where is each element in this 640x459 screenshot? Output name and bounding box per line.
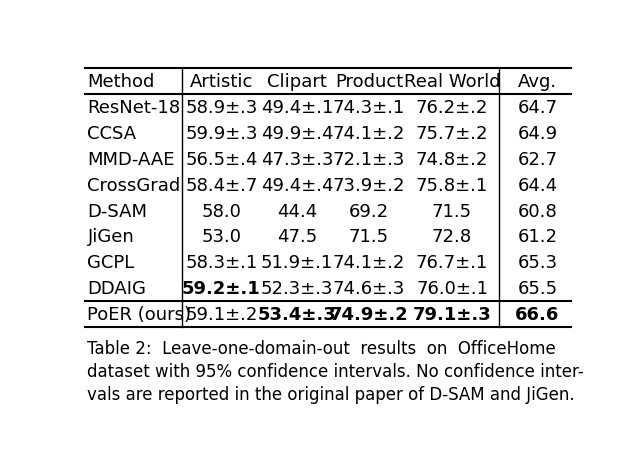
Text: D-SAM: D-SAM xyxy=(88,202,147,220)
Text: 76.0±.1: 76.0±.1 xyxy=(416,280,488,297)
Text: 65.3: 65.3 xyxy=(518,254,557,272)
Text: JiGen: JiGen xyxy=(88,228,134,246)
Text: PoER (ours): PoER (ours) xyxy=(88,305,191,323)
Text: 47.3±.3: 47.3±.3 xyxy=(260,151,333,168)
Text: 79.1±.3: 79.1±.3 xyxy=(413,305,492,323)
Text: 49.4±.1: 49.4±.1 xyxy=(261,99,333,117)
Text: 74.1±.2: 74.1±.2 xyxy=(333,125,405,143)
Text: MMD-AAE: MMD-AAE xyxy=(88,151,175,168)
Text: Real World: Real World xyxy=(404,73,500,91)
Text: Product: Product xyxy=(335,73,403,91)
Text: Avg.: Avg. xyxy=(518,73,557,91)
Text: 76.7±.1: 76.7±.1 xyxy=(416,254,488,272)
Text: 53.4±.3: 53.4±.3 xyxy=(258,305,337,323)
Text: 60.8: 60.8 xyxy=(518,202,557,220)
Text: Artistic: Artistic xyxy=(189,73,253,91)
Text: 59.9±.3: 59.9±.3 xyxy=(185,125,258,143)
Text: 58.9±.3: 58.9±.3 xyxy=(185,99,257,117)
Text: GCPL: GCPL xyxy=(88,254,134,272)
Text: ResNet-18: ResNet-18 xyxy=(88,99,180,117)
Text: 59.1±.2: 59.1±.2 xyxy=(185,305,257,323)
Text: 65.5: 65.5 xyxy=(518,280,557,297)
Text: dataset with 95% confidence intervals. No confidence inter-: dataset with 95% confidence intervals. N… xyxy=(88,363,584,381)
Text: 72.8: 72.8 xyxy=(432,228,472,246)
Text: 49.9±.4: 49.9±.4 xyxy=(260,125,333,143)
Text: 58.4±.7: 58.4±.7 xyxy=(185,176,257,194)
Text: DDAIG: DDAIG xyxy=(88,280,147,297)
Text: 66.6: 66.6 xyxy=(515,305,560,323)
Text: 49.4±.4: 49.4±.4 xyxy=(260,176,333,194)
Text: 56.5±.4: 56.5±.4 xyxy=(185,151,257,168)
Text: 74.1±.2: 74.1±.2 xyxy=(333,254,405,272)
Text: 53.0: 53.0 xyxy=(202,228,241,246)
Text: 75.7±.2: 75.7±.2 xyxy=(416,125,488,143)
Text: 64.4: 64.4 xyxy=(518,176,557,194)
Text: 74.3±.1: 74.3±.1 xyxy=(333,99,405,117)
Text: 62.7: 62.7 xyxy=(518,151,557,168)
Text: CrossGrad: CrossGrad xyxy=(88,176,180,194)
Text: 72.1±.3: 72.1±.3 xyxy=(333,151,405,168)
Text: 44.4: 44.4 xyxy=(277,202,317,220)
Text: 52.3±.3: 52.3±.3 xyxy=(260,280,333,297)
Text: Method: Method xyxy=(88,73,155,91)
Text: CCSA: CCSA xyxy=(88,125,136,143)
Text: 47.5: 47.5 xyxy=(277,228,317,246)
Text: Table 2:  Leave-one-domain-out  results  on  OfficeHome: Table 2: Leave-one-domain-out results on… xyxy=(88,340,556,358)
Text: 58.3±.1: 58.3±.1 xyxy=(185,254,257,272)
Text: 71.5: 71.5 xyxy=(432,202,472,220)
Text: 73.9±.2: 73.9±.2 xyxy=(333,176,405,194)
Text: vals are reported in the original paper of D-SAM and JiGen.: vals are reported in the original paper … xyxy=(88,386,575,403)
Text: 75.8±.1: 75.8±.1 xyxy=(416,176,488,194)
Text: 64.7: 64.7 xyxy=(518,99,557,117)
Text: Clipart: Clipart xyxy=(267,73,327,91)
Text: 74.8±.2: 74.8±.2 xyxy=(416,151,488,168)
Text: 76.2±.2: 76.2±.2 xyxy=(416,99,488,117)
Text: 64.9: 64.9 xyxy=(518,125,557,143)
Text: 71.5: 71.5 xyxy=(349,228,389,246)
Text: 61.2: 61.2 xyxy=(518,228,557,246)
Text: 51.9±.1: 51.9±.1 xyxy=(261,254,333,272)
Text: 74.6±.3: 74.6±.3 xyxy=(333,280,405,297)
Text: 58.0: 58.0 xyxy=(202,202,241,220)
Text: 59.2±.1: 59.2±.1 xyxy=(182,280,260,297)
Text: 74.9±.2: 74.9±.2 xyxy=(330,305,408,323)
Text: 69.2: 69.2 xyxy=(349,202,389,220)
